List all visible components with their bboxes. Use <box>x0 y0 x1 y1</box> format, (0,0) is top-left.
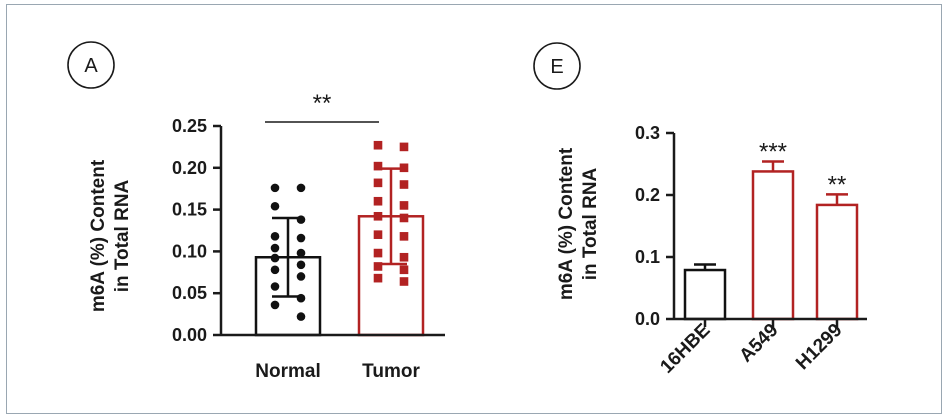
panel-a-point <box>373 196 383 206</box>
panel-e-y-axis: 0.0 0.1 0.2 0.3 <box>635 123 676 329</box>
panel-a-point <box>270 232 280 241</box>
panel-a-point <box>399 213 409 223</box>
panel-e-category-label: 16HBE <box>656 320 714 378</box>
panel-e-bar <box>683 268 727 321</box>
panel-a-point <box>296 183 306 193</box>
panel-a-point <box>270 183 280 193</box>
panel-a: A m6A (%) Content in Total RNA 0.000.050… <box>67 41 445 382</box>
panel-a-point <box>270 243 280 253</box>
panel-e-significance: *** <box>759 139 787 166</box>
panel-a-y-tick-label: 0.00 <box>172 325 207 345</box>
panel-e-label: E <box>550 56 563 78</box>
panel-a-point <box>270 282 280 291</box>
panel-a-category-label: Normal <box>255 361 320 382</box>
panel-a-y-axis: 0.00 0.05 0.10 0.15 0.20 0.25 <box>172 116 223 345</box>
panel-a-point <box>399 180 409 189</box>
panel-e-ylabel-line2: in Total RNA <box>580 167 601 280</box>
panel-a-point <box>296 233 306 243</box>
panel-a-point <box>373 161 383 171</box>
panel-a-significance: ** <box>313 90 332 117</box>
panel-a-point <box>373 211 383 221</box>
panel-e-significance: ** <box>828 171 847 198</box>
panel-e-y-tick-label: 0.1 <box>635 247 660 267</box>
panel-a-point <box>296 215 306 224</box>
panel-e-y-tick-label: 0.3 <box>635 123 660 143</box>
panel-e-category-label: H1299 <box>792 320 846 374</box>
panel-e-bar <box>751 170 795 321</box>
panel-e-y-tick-label: 0.2 <box>635 185 660 205</box>
panel-a-y-tick-label: 0.15 <box>172 200 207 220</box>
panel-a-ylabel-line1: m6A (%) Content <box>88 159 109 312</box>
panel-a-circle <box>67 41 115 89</box>
panel-a-point <box>399 163 409 173</box>
panel-a-point <box>296 272 306 281</box>
panel-a-bars <box>254 167 425 337</box>
panel-a-point <box>296 312 306 321</box>
panel-e-category-label: A549 <box>736 320 783 367</box>
panel-a-point <box>373 273 383 283</box>
panel-a-point <box>373 178 383 188</box>
panel-e-y-tick-label: 0.0 <box>635 309 660 329</box>
panel-a-y-tick-label: 0.25 <box>172 116 207 136</box>
panel-a-point <box>270 300 280 310</box>
panel-e-x-axis: 16HBE A549 H1299 <box>656 317 867 378</box>
panel-e-bars: ***** <box>683 139 859 321</box>
panel-a-point <box>373 140 383 150</box>
panel-a-point <box>399 201 409 210</box>
panel-a-point <box>399 142 409 152</box>
panel-e-circle <box>533 42 581 90</box>
panel-a-ylabel-line2: in Total RNA <box>112 179 133 292</box>
panel-a-y-tick-label: 0.10 <box>172 241 207 261</box>
panel-a-point <box>296 248 306 258</box>
panel-a-label: A <box>84 55 98 77</box>
panel-a-y-tick-label: 0.20 <box>172 158 207 178</box>
panel-a-point <box>296 260 306 270</box>
panel-a-point <box>399 232 409 241</box>
panel-a-point <box>296 293 306 303</box>
figure-canvas: A m6A (%) Content in Total RNA 0.000.050… <box>67 41 867 382</box>
panel-e-bar <box>815 203 859 321</box>
panel-a-point <box>399 277 409 286</box>
panel-a-point <box>270 201 280 211</box>
figure-frame: A m6A (%) Content in Total RNA 0.00 0.05 0… <box>6 4 942 414</box>
panel-a-point <box>399 252 409 262</box>
panel-a-category-label: Tumor <box>362 361 420 382</box>
panel-a-point <box>373 230 383 239</box>
panel-a-points <box>270 140 409 321</box>
panel-e-ylabel-line1: m6A (%) Content <box>556 147 577 300</box>
panel-a-y-tick-label: 0.05 <box>172 283 207 303</box>
panel-a-point <box>399 265 409 275</box>
panel-a-x-axis: Normal Tumor <box>221 333 445 382</box>
panel-a-point <box>373 262 383 271</box>
panel-e: E m6A (%) Content in Total RNA 0.0 0.1 0.2… <box>533 42 867 378</box>
panel-a-point <box>373 248 383 258</box>
panel-a-point <box>270 265 280 275</box>
panel-a-point <box>270 253 280 263</box>
